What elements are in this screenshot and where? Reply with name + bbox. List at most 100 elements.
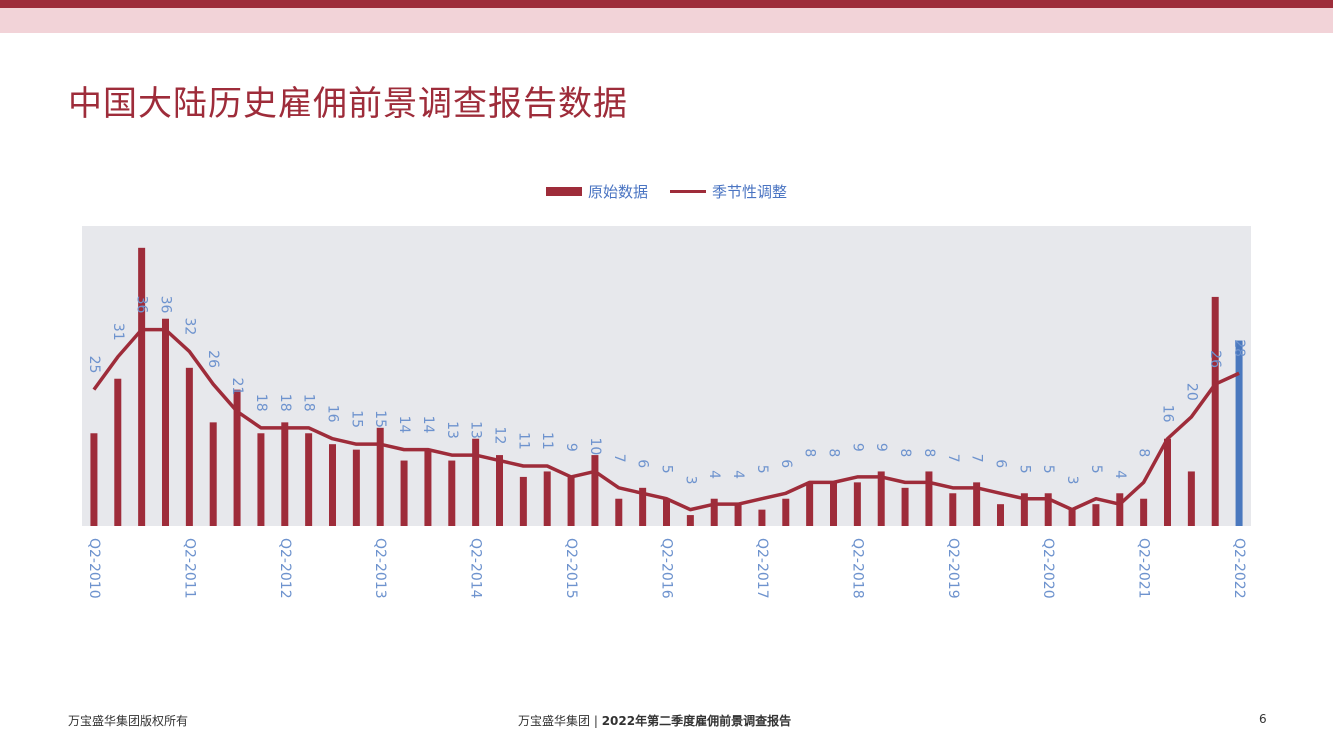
bar-Q4-2019 [997, 504, 1004, 526]
point-label-Q2-2011: 32 [181, 317, 197, 335]
point-label-Q4-2013: 14 [420, 416, 436, 434]
point-label-Q1-2012: 18 [253, 394, 269, 412]
bar-Q4-2018 [901, 487, 909, 526]
bars-group [90, 247, 1243, 526]
point-label-Q3-2014: 12 [492, 427, 508, 445]
point-label-Q1-2021: 4 [1112, 470, 1128, 479]
point-label-Q4-2016: 4 [706, 470, 722, 479]
point-label-Q2-2020: 5 [1040, 465, 1056, 474]
point-label-Q4-2018: 8 [897, 448, 913, 457]
point-label-Q4-2014: 11 [515, 432, 531, 450]
legend-label-adjusted: 季节性调整 [712, 183, 788, 201]
x-tick-Q2-2022: Q2-2022 [1231, 538, 1247, 599]
bar-Q2-2014 [472, 438, 480, 526]
point-label-Q4-2017: 8 [802, 448, 818, 457]
bar-Q3-2019 [973, 482, 981, 526]
bar-Q4-2016 [710, 498, 718, 526]
x-tick-Q2-2014: Q2-2014 [468, 538, 484, 599]
x-tick-Q2-2019: Q2-2019 [945, 538, 961, 599]
bar-Q2-2015 [567, 476, 575, 526]
bar-Q1-2012 [257, 433, 265, 526]
point-label-Q3-2020: 3 [1064, 476, 1080, 485]
legend-label-raw: 原始数据 [587, 183, 648, 201]
x-tick-Q2-2015: Q2-2015 [563, 538, 579, 599]
x-tick-Q2-2018: Q2-2018 [849, 538, 865, 599]
x-tick-Q2-2013: Q2-2013 [372, 538, 388, 599]
point-label-Q2-2018: 9 [849, 443, 865, 452]
point-label-Q3-2013: 14 [396, 416, 412, 434]
bar-Q3-2018 [877, 471, 885, 526]
plot-background [82, 226, 1251, 526]
point-label-Q4-2010: 36 [134, 296, 150, 314]
point-label-Q1-2018: 8 [826, 448, 842, 457]
point-label-Q2-2021: 8 [1136, 448, 1152, 457]
point-label-Q4-2020: 5 [1088, 465, 1104, 474]
point-label-Q3-2011: 26 [205, 350, 221, 368]
page-number: 6 [1259, 712, 1267, 726]
point-label-Q2-2019: 7 [945, 454, 961, 463]
bar-Q2-2021 [1140, 498, 1148, 526]
point-label-Q3-2019: 7 [969, 454, 985, 463]
point-label-Q1-2014: 13 [444, 421, 460, 439]
x-tick-Q2-2016: Q2-2016 [659, 538, 675, 599]
x-tick-Q2-2012: Q2-2012 [277, 538, 293, 599]
bar-Q2-2016 [663, 498, 670, 526]
bar-Q3-2013 [400, 460, 408, 526]
footer-copyright: 万宝盛华集团版权所有 [68, 714, 189, 728]
point-label-Q1-2015: 11 [539, 432, 555, 450]
bar-Q2-2020 [1044, 493, 1052, 526]
bar-Q3-2017 [782, 498, 790, 526]
header-band-dark [0, 0, 1333, 8]
bar-Q1-2022 [1211, 296, 1219, 526]
point-label-Q3-2018: 9 [873, 443, 889, 452]
bar-Q4-2020 [1092, 504, 1100, 526]
header-band-light [0, 8, 1333, 33]
point-label-Q2-2012: 18 [277, 394, 293, 412]
bar-Q1-2018 [830, 482, 837, 526]
point-label-Q4-2011: 21 [229, 377, 245, 395]
bar-Q2-2018 [853, 482, 861, 526]
point-label-Q2-2013: 15 [372, 410, 388, 428]
point-label-Q3-2015: 10 [587, 437, 603, 455]
legend-swatch-adjusted [670, 190, 706, 193]
legend-swatch-raw [545, 187, 582, 196]
point-label-Q4-2019: 6 [993, 459, 1009, 468]
bar-Q2-2010 [90, 433, 98, 526]
footer-company: 万宝盛华集团 | [518, 714, 602, 728]
point-label-Q2-2022: 28 [1231, 339, 1247, 357]
point-label-Q1-2016: 6 [635, 459, 651, 468]
seasonally-adjusted-line [92, 327, 1240, 512]
x-tick-Q2-2021: Q2-2021 [1136, 538, 1152, 599]
bar-Q4-2010 [138, 247, 146, 526]
point-label-Q1-2013: 15 [348, 410, 364, 428]
footer-center: 万宝盛华集团 | 2022年第二季度雇佣前景调查报告 [518, 712, 791, 729]
bar-Q3-2010 [114, 378, 122, 526]
footer-report-title: 2022年第二季度雇佣前景调查报告 [601, 714, 792, 728]
bar-Q1-2015 [543, 471, 551, 526]
point-label-Q1-2011: 36 [158, 296, 174, 314]
point-label-Q3-2012: 18 [301, 394, 317, 412]
bar-Q1-2011 [162, 318, 169, 526]
bar-Q4-2017 [806, 482, 814, 526]
bar-Q4-2015 [615, 498, 623, 526]
bar-Q2-2019 [949, 493, 957, 526]
bar-Q1-2019 [925, 471, 933, 526]
point-label-Q4-2021: 20 [1183, 383, 1199, 401]
bar-Q3-2015 [591, 455, 599, 526]
point-label-Q2-2016: 5 [659, 465, 675, 474]
bar-Q1-2016 [639, 487, 647, 526]
bar-Q1-2020 [1020, 493, 1028, 526]
page-title: 中国大陆历史雇佣前景调查报告数据 [68, 84, 628, 124]
bar-Q1-2017 [734, 504, 742, 526]
x-axis-ticks-group: Q2-2010 Q2-2011 Q2-2012 Q2-2013 Q2-2014 Q2-20… [86, 538, 1247, 599]
bar-Q4-2013 [424, 449, 432, 526]
bar-Q3-2016 [686, 515, 694, 526]
point-label-Q1-2020: 5 [1016, 465, 1032, 474]
bar-Q4-2021 [1187, 471, 1195, 526]
bar-Q4-2011 [233, 389, 241, 526]
chart-legend: 原始数据 季节性调整 [0, 181, 1333, 202]
legend-item-raw: 原始数据 [545, 181, 648, 202]
point-label-Q2-2017: 5 [754, 465, 770, 474]
point-label-Q3-2010: 31 [110, 323, 126, 341]
